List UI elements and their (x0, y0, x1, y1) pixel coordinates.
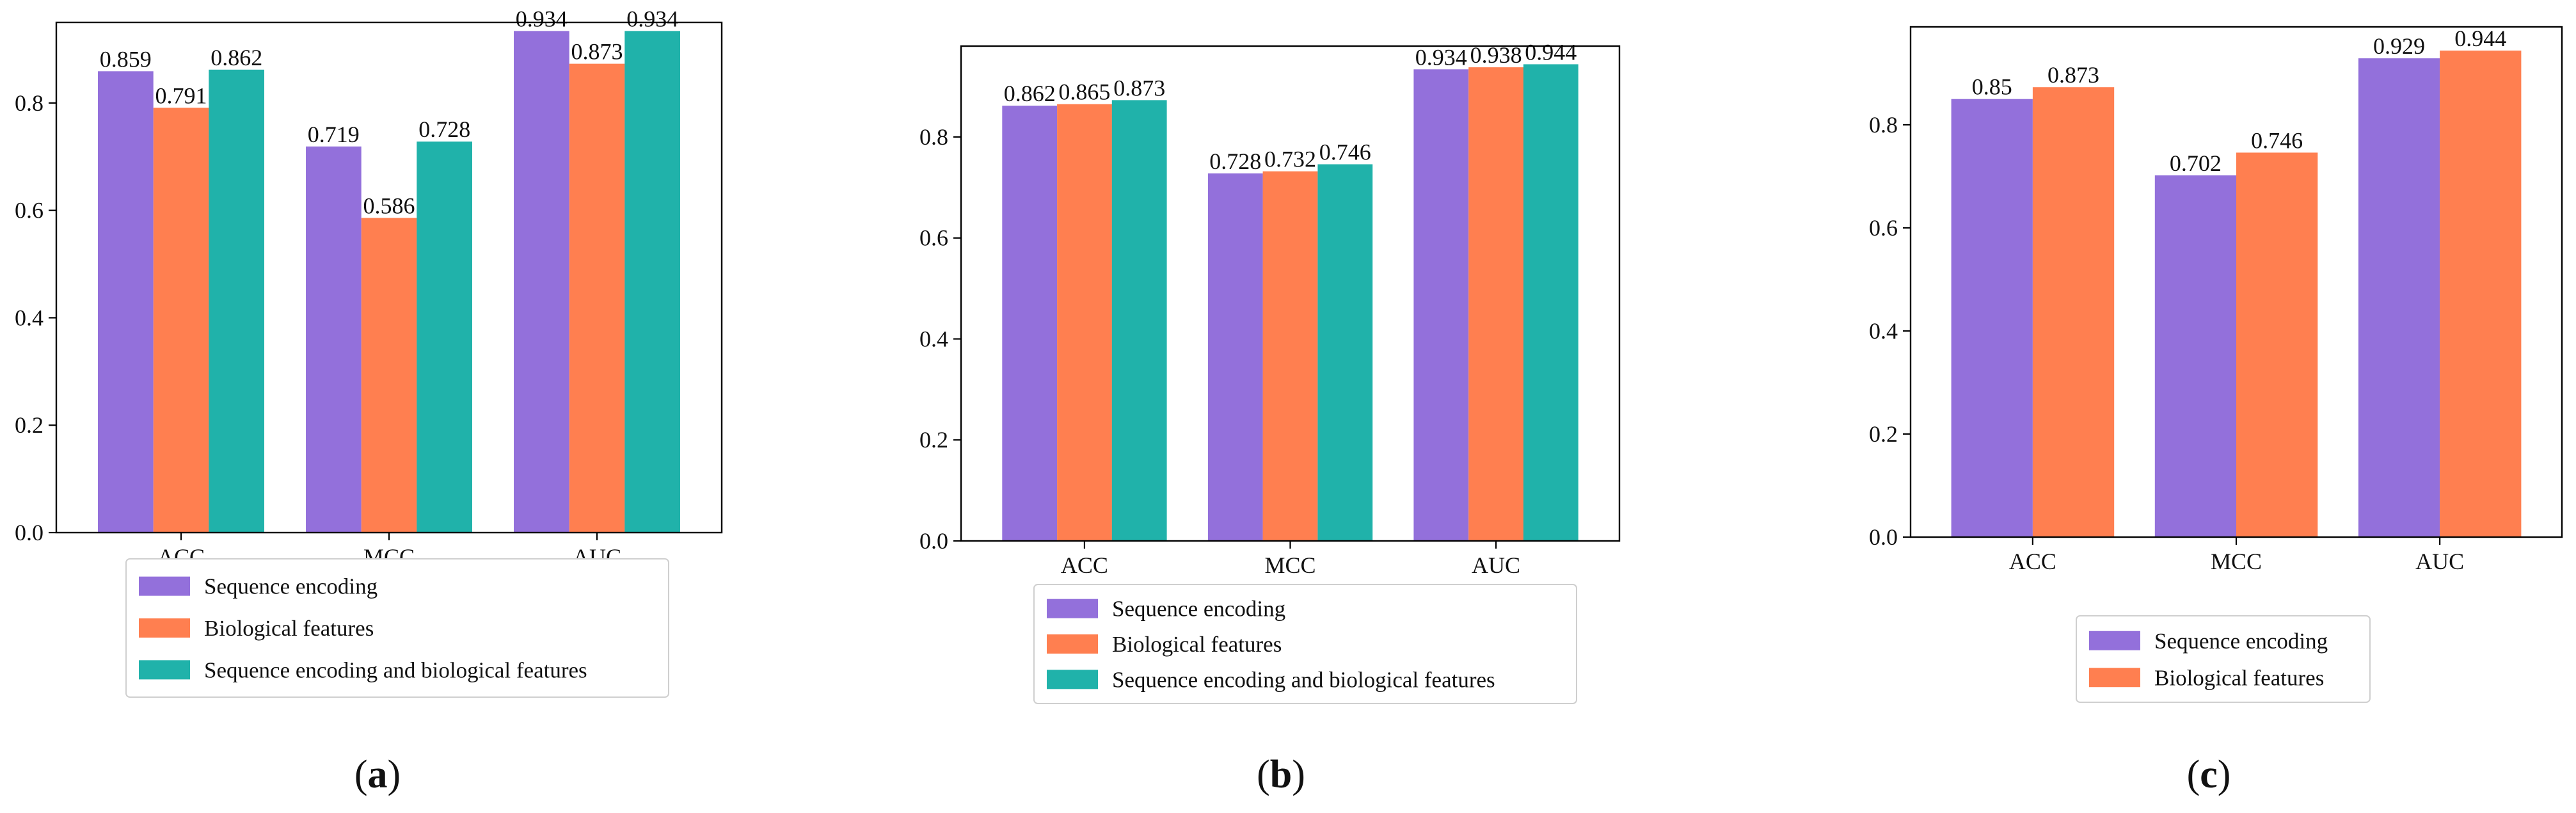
legend-label-b-biological_features: Biological features (1112, 632, 1282, 657)
bar-c-biological_features-mcc (2236, 152, 2318, 537)
legend-frame-c (2076, 615, 2371, 703)
legend-c: Sequence encoding Biological features (2076, 615, 2371, 703)
bar-c-biological_features-auc (2440, 51, 2522, 537)
x-tick-label-b-acc: ACC (1061, 552, 1108, 578)
legend-swatch-a-combined (139, 660, 190, 680)
bar-c-sequence_encoding-mcc (2154, 175, 2237, 537)
legend-label-a-combined: Sequence encoding and biological feature… (204, 657, 587, 682)
y-tick-label-b: 0.8 (919, 124, 948, 150)
legend-b: Sequence encoding Biological features Sequ… (1033, 584, 1577, 704)
y-tick-label-c: 0.4 (1869, 318, 1898, 344)
panel-caption-c: (c) (2187, 753, 2231, 796)
bar-a-sequence_encoding-auc (514, 31, 569, 533)
legend-swatch-c-biological_features (2089, 668, 2140, 688)
legend-swatch-c-sequence_encoding (2089, 631, 2140, 650)
y-tick-label-b: 0.4 (919, 326, 948, 351)
data-label-a-combined-mcc: 0.728 (418, 117, 470, 142)
data-label-a-sequence_encoding-acc: 0.859 (100, 46, 152, 72)
legend-label-b-sequence_encoding: Sequence encoding (1112, 597, 1285, 622)
legend-swatch-b-combined (1047, 670, 1098, 689)
y-tick-label-b: 0.0 (919, 528, 948, 554)
legend-swatch-b-sequence_encoding (1047, 599, 1098, 618)
data-label-b-combined-acc: 0.873 (1113, 75, 1165, 101)
data-label-b-combined-auc: 0.944 (1525, 39, 1577, 65)
bar-a-biological_features-acc (153, 108, 209, 533)
bar-a-combined-acc (209, 69, 264, 533)
bar-b-biological_features-auc (1468, 67, 1523, 542)
chart-panel-b: 0.8620.7280.9340.8650.7320.9380.8730.746… (919, 39, 1621, 796)
bar-b-combined-acc (1111, 100, 1167, 541)
y-tick-label-a: 0.0 (15, 520, 44, 545)
data-label-c-biological_features-mcc: 0.746 (2251, 127, 2303, 153)
data-label-a-biological_features-acc: 0.791 (155, 83, 207, 108)
chart-panel-c: 0.85 0.702 0.929 0.873 0.746 0.944 0.0 0.2 0.4 0.… (1869, 26, 2563, 796)
data-label-b-sequence_encoding-acc: 0.862 (1004, 81, 1056, 106)
bar-b-sequence_encoding-mcc (1207, 173, 1263, 541)
y-tick-label-c: 0.6 (1869, 215, 1898, 241)
bar-c-biological_features-acc (2032, 87, 2115, 537)
bar-a-biological_features-auc (569, 63, 625, 533)
data-label-c-biological_features-acc: 0.873 (2047, 62, 2099, 88)
data-label-a-sequence_encoding-mcc: 0.719 (308, 122, 360, 147)
bar-a-biological_features-mcc (361, 218, 417, 533)
legend-label-c-biological_features: Biological features (2154, 665, 2324, 690)
data-label-a-biological_features-auc: 0.873 (571, 39, 623, 65)
data-label-c-sequence_encoding-mcc: 0.702 (2170, 150, 2222, 176)
legend-label-a-biological_features: Biological features (204, 616, 374, 641)
bar-a-sequence_encoding-mcc (306, 146, 362, 533)
bar-a-sequence_encoding-acc (98, 71, 154, 533)
legend-swatch-a-sequence_encoding (139, 576, 190, 596)
data-label-b-biological_features-mcc: 0.732 (1264, 147, 1316, 172)
data-label-c-sequence_encoding-auc: 0.929 (2373, 33, 2425, 59)
y-tick-label-c: 0.2 (1869, 421, 1898, 447)
panel-caption-a: (a) (354, 753, 401, 796)
data-label-a-biological_features-mcc: 0.586 (363, 193, 415, 218)
data-label-a-sequence_encoding-auc: 0.934 (516, 6, 568, 31)
x-tick-label-b-auc: AUC (1472, 552, 1520, 578)
x-tick-label-c-mcc: MCC (2211, 549, 2262, 574)
y-tick-label-c: 0.0 (1869, 524, 1898, 550)
y-tick-label-a: 0.2 (15, 412, 44, 438)
data-label-c-sequence_encoding-acc: 0.85 (1972, 74, 2012, 100)
data-label-b-sequence_encoding-mcc: 0.728 (1209, 149, 1261, 174)
panel-caption-b: (b) (1257, 753, 1305, 796)
data-label-c-biological_features-auc: 0.944 (2454, 26, 2506, 51)
y-tick-label-a: 0.4 (15, 305, 44, 330)
data-label-a-combined-acc: 0.862 (211, 45, 262, 70)
bar-b-sequence_encoding-acc (1002, 106, 1058, 542)
x-tick-label-c-acc: ACC (2009, 549, 2056, 574)
x-tick-label-c-auc: AUC (2415, 549, 2464, 574)
bar-b-combined-auc (1523, 64, 1578, 541)
legend-frame-b (1033, 584, 1577, 704)
legend-label-a-sequence_encoding: Sequence encoding (204, 574, 378, 599)
bar-b-biological_features-acc (1057, 104, 1112, 541)
y-tick-label-b: 0.6 (919, 225, 948, 251)
bar-a-combined-auc (624, 31, 680, 533)
legend-label-b-combined: Sequence encoding and biological feature… (1112, 667, 1495, 692)
y-tick-label-a: 0.8 (15, 90, 44, 116)
data-label-b-sequence_encoding-auc: 0.934 (1415, 44, 1467, 70)
y-tick-label-b: 0.2 (919, 427, 948, 453)
legend-swatch-a-biological_features (139, 618, 190, 638)
legend-frame-a (125, 558, 669, 698)
bar-c-sequence_encoding-acc (1951, 99, 2033, 537)
legend-a: Sequence encoding Biological features Sequ… (125, 558, 669, 698)
bar-b-biological_features-mcc (1262, 171, 1318, 542)
bar-a-combined-mcc (417, 141, 472, 533)
legend-label-c-sequence_encoding: Sequence encoding (2154, 629, 2328, 654)
y-tick-label-c: 0.8 (1869, 112, 1898, 138)
data-label-a-combined-auc: 0.934 (626, 6, 678, 31)
bar-b-sequence_encoding-auc (1413, 69, 1469, 542)
data-label-b-combined-mcc: 0.746 (1319, 140, 1371, 165)
bar-b-combined-mcc (1317, 164, 1373, 542)
y-tick-label-a: 0.6 (15, 198, 44, 223)
legend-swatch-b-biological_features (1047, 634, 1098, 654)
bar-c-sequence_encoding-auc (2358, 58, 2440, 538)
x-tick-label-b-mcc: MCC (1264, 552, 1316, 578)
data-label-b-biological_features-acc: 0.865 (1058, 79, 1110, 105)
chart-panel-a: 0.859 0.719 0.934 0.791 0.586 0.873 0.862 0.728… (15, 6, 723, 796)
